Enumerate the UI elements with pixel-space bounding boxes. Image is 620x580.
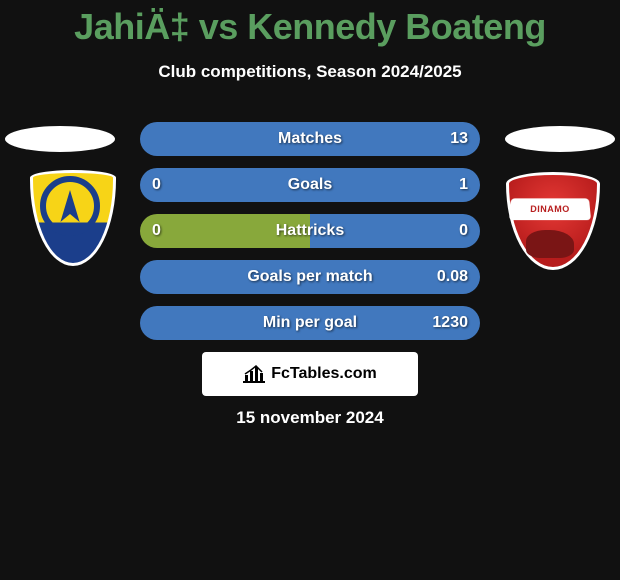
stat-label: Min per goal	[263, 314, 357, 332]
stat-label: Matches	[278, 130, 342, 148]
club-badge-left	[20, 170, 120, 270]
stat-row: 0 Hattricks 0	[140, 214, 480, 248]
stat-row: Matches 13	[140, 122, 480, 156]
stat-left-value: 0	[152, 176, 161, 194]
date-text: 15 november 2024	[0, 408, 620, 428]
stat-right-value: 1230	[432, 314, 468, 332]
fctables-watermark[interactable]: FcTables.com	[202, 352, 418, 396]
stat-label: Hattricks	[276, 222, 344, 240]
stats-table: Matches 13 0 Goals 1 0 Hattricks 0 Goals per mat…	[140, 122, 480, 352]
comparison-card: JahiÄ‡ vs Kennedy Boateng Club competiti…	[0, 0, 620, 580]
stat-left-value: 0	[152, 222, 161, 240]
dinamo-shield-icon: DINAMO	[500, 170, 600, 270]
stat-row: Goals per match 0.08	[140, 260, 480, 294]
stat-label: Goals per match	[247, 268, 372, 286]
stat-row: Min per goal 1230	[140, 306, 480, 340]
player-left-photo-placeholder	[5, 126, 115, 152]
dinamo-banner-text: DINAMO	[509, 198, 591, 220]
stat-label: Goals	[288, 176, 332, 194]
petrolul-shield-icon	[20, 170, 120, 270]
stat-right-value: 0	[459, 222, 468, 240]
stat-row: 0 Goals 1	[140, 168, 480, 202]
page-title: JahiÄ‡ vs Kennedy Boateng	[0, 0, 620, 48]
club-badge-right: DINAMO	[500, 170, 600, 270]
player-right-photo-placeholder	[505, 126, 615, 152]
stat-right-value: 13	[450, 130, 468, 148]
bar-chart-icon	[243, 365, 265, 383]
subtitle: Club competitions, Season 2024/2025	[0, 62, 620, 82]
stat-right-value: 1	[459, 176, 468, 194]
fctables-label: FcTables.com	[271, 365, 377, 383]
stat-right-value: 0.08	[437, 268, 468, 286]
